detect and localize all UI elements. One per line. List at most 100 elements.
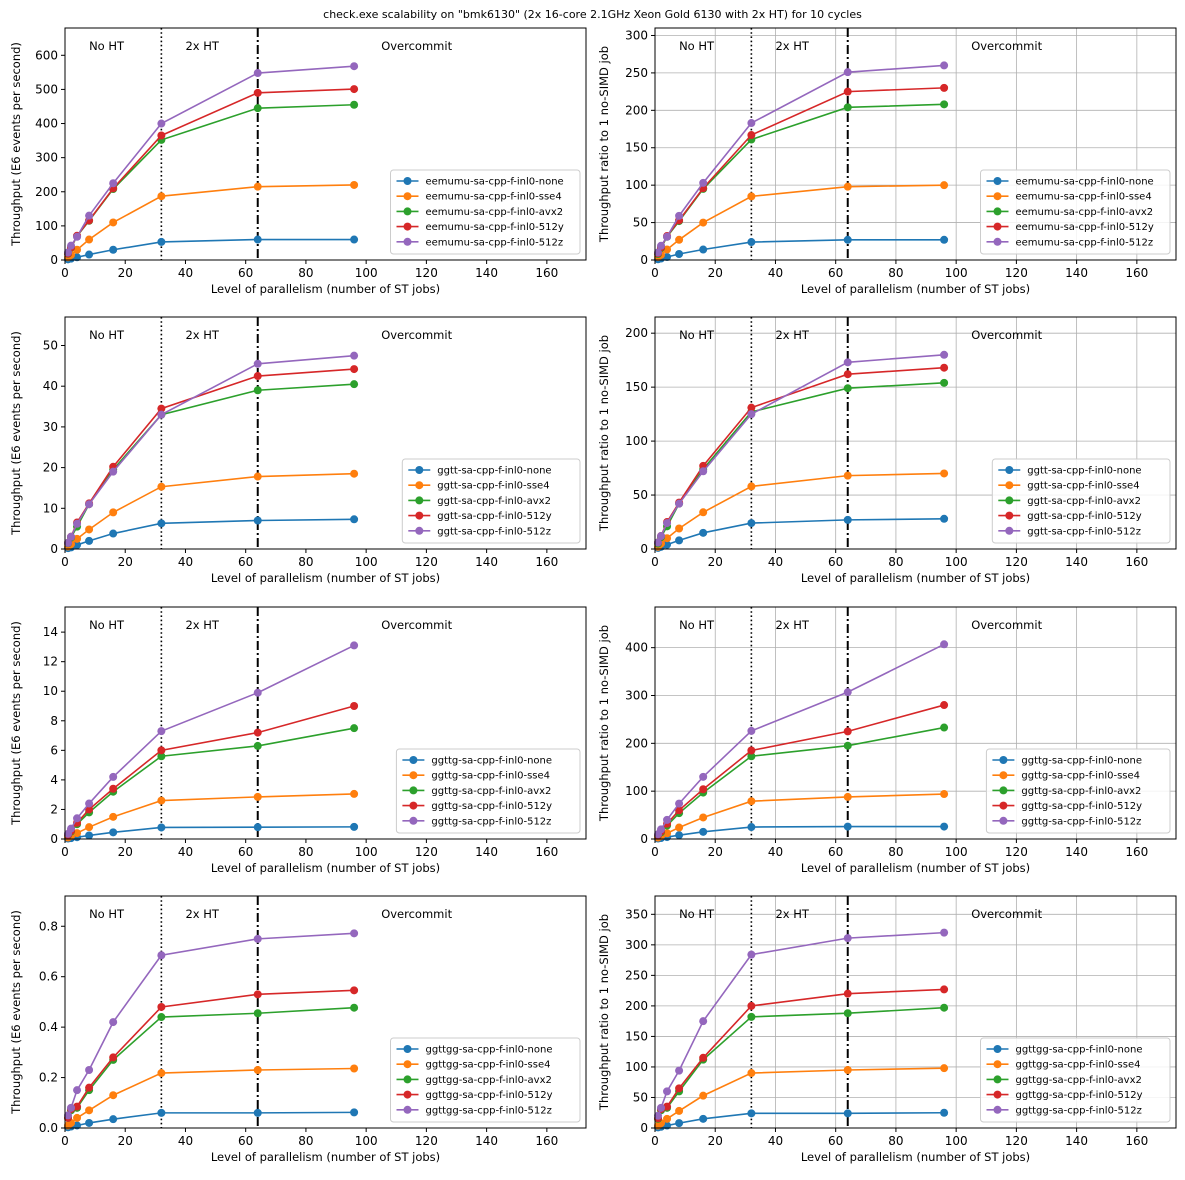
data-point [253, 182, 262, 191]
y-tick-label: 12 [43, 655, 58, 669]
data-point [940, 701, 949, 710]
y-tick-label: 300 [35, 151, 58, 165]
x-tick-label: 40 [768, 1134, 783, 1148]
axes-frame [654, 895, 1177, 1129]
x-tick-label: 120 [1005, 555, 1028, 569]
x-tick-label: 0 [61, 555, 69, 569]
y-tick-label: 50 [633, 1090, 648, 1104]
legend-label: ggttgg-sa-cpp-f-inl0-512y [1016, 1090, 1143, 1101]
data-point [747, 797, 756, 806]
x-axis-label: Level of parallelism (number of ST jobs) [211, 282, 440, 296]
legend: ggttgg-sa-cpp-f-inl0-none ggttgg-sa-cpp-f… [390, 1037, 581, 1123]
data-point [747, 192, 756, 201]
data-point [675, 499, 684, 508]
legend-label: ggttgg-sa-cpp-f-inl0-avx2 [1016, 1075, 1142, 1086]
y-tick-label: 0 [640, 1121, 648, 1135]
x-tick-label: 120 [415, 845, 438, 859]
data-point [85, 823, 94, 832]
data-point [157, 746, 166, 755]
data-point [253, 69, 262, 78]
data-point [747, 1001, 756, 1010]
region-label: Overcommit [971, 39, 1042, 53]
chart-panel-eemumu-ratio: No HT 2x HT Overcommit 0 20 40 60 80 100 120 140 16… [597, 27, 1177, 296]
legend-marker [993, 1090, 1002, 1099]
data-point [675, 1066, 684, 1075]
x-tick-label: 160 [535, 266, 558, 280]
legend-label: eemumu-sa-cpp-f-inl0-512y [1016, 222, 1154, 233]
data-point [73, 232, 82, 241]
x-tick-label: 160 [1125, 266, 1148, 280]
data-point [157, 1108, 166, 1117]
data-point [699, 785, 708, 794]
data-point [843, 68, 852, 77]
x-tick-label: 80 [298, 1134, 313, 1148]
region-label: 2x HT [185, 907, 219, 921]
y-tick-label: 200 [625, 326, 648, 340]
legend-label: ggtt-sa-cpp-f-inl0-512z [437, 526, 551, 537]
legend-label: ggtt-sa-cpp-f-inl0-512y [437, 511, 551, 522]
x-tick-label: 80 [298, 555, 313, 569]
data-point [940, 723, 949, 732]
series-line [657, 366, 945, 543]
data-point [843, 989, 852, 998]
legend-marker [409, 756, 418, 764]
data-point [350, 365, 359, 374]
y-axis-label: Throughput ratio to 1 no-SIMD job [597, 625, 611, 822]
legend-label: eemumu-sa-cpp-f-inl0-none [426, 177, 564, 188]
data-point [663, 815, 672, 824]
x-tick-label: 0 [61, 1134, 69, 1148]
data-point [253, 688, 262, 697]
legend-marker [403, 177, 412, 185]
axes-frame [654, 606, 1177, 840]
data-point [843, 741, 852, 750]
data-point [663, 519, 672, 528]
data-point [157, 237, 166, 246]
data-point [747, 1069, 756, 1078]
data-point [350, 100, 359, 109]
legend-marker [415, 526, 424, 535]
data-point [64, 1111, 73, 1120]
legend-box [395, 748, 581, 834]
region-label: 2x HT [185, 328, 219, 342]
x-tick-label: 60 [828, 555, 843, 569]
data-point [843, 235, 852, 244]
data-point [157, 131, 166, 140]
series-line [67, 103, 355, 255]
legend-marker [1005, 481, 1014, 490]
legend-marker [993, 1075, 1002, 1084]
figure-title: check.exe scalability on "bmk6130" (2x 1… [323, 8, 862, 21]
data-point [663, 540, 672, 549]
x-tick-label: 120 [1005, 1134, 1028, 1148]
legend: ggttg-sa-cpp-f-inl0-none ggttg-sa-cpp-f-i… [395, 748, 581, 834]
x-tick-label: 160 [1125, 1134, 1148, 1148]
data-point [699, 528, 708, 537]
data-point [350, 822, 359, 831]
x-tick-label: 120 [415, 555, 438, 569]
data-point [85, 250, 94, 259]
x-tick-label: 100 [355, 555, 378, 569]
data-point [940, 985, 949, 994]
chart-panel-ggttgg-throughput: No HT 2x HT Overcommit 0 20 40 60 80 100 120 140 16… [9, 895, 587, 1164]
data-point [843, 727, 852, 736]
data-point [699, 178, 708, 187]
y-tick-label: 2 [50, 802, 58, 816]
y-tick-label: 0 [640, 542, 648, 556]
region-label: Overcommit [381, 39, 452, 53]
legend-marker [415, 466, 424, 474]
data-point [675, 235, 684, 244]
data-point [699, 218, 708, 227]
legend-box [390, 169, 581, 255]
data-point [699, 1114, 708, 1123]
legend-marker [993, 237, 1002, 246]
data-point [109, 1018, 118, 1027]
data-point [940, 514, 949, 523]
data-point [699, 245, 708, 254]
x-tick-label: 60 [828, 266, 843, 280]
data-point [940, 181, 949, 190]
region-label: 2x HT [775, 618, 809, 632]
data-point [663, 232, 672, 241]
legend-label: ggttgg-sa-cpp-f-inl0-512z [1016, 1105, 1142, 1116]
y-tick-label: 10 [43, 501, 58, 515]
region-label: Overcommit [381, 907, 452, 921]
data-point [657, 825, 666, 834]
